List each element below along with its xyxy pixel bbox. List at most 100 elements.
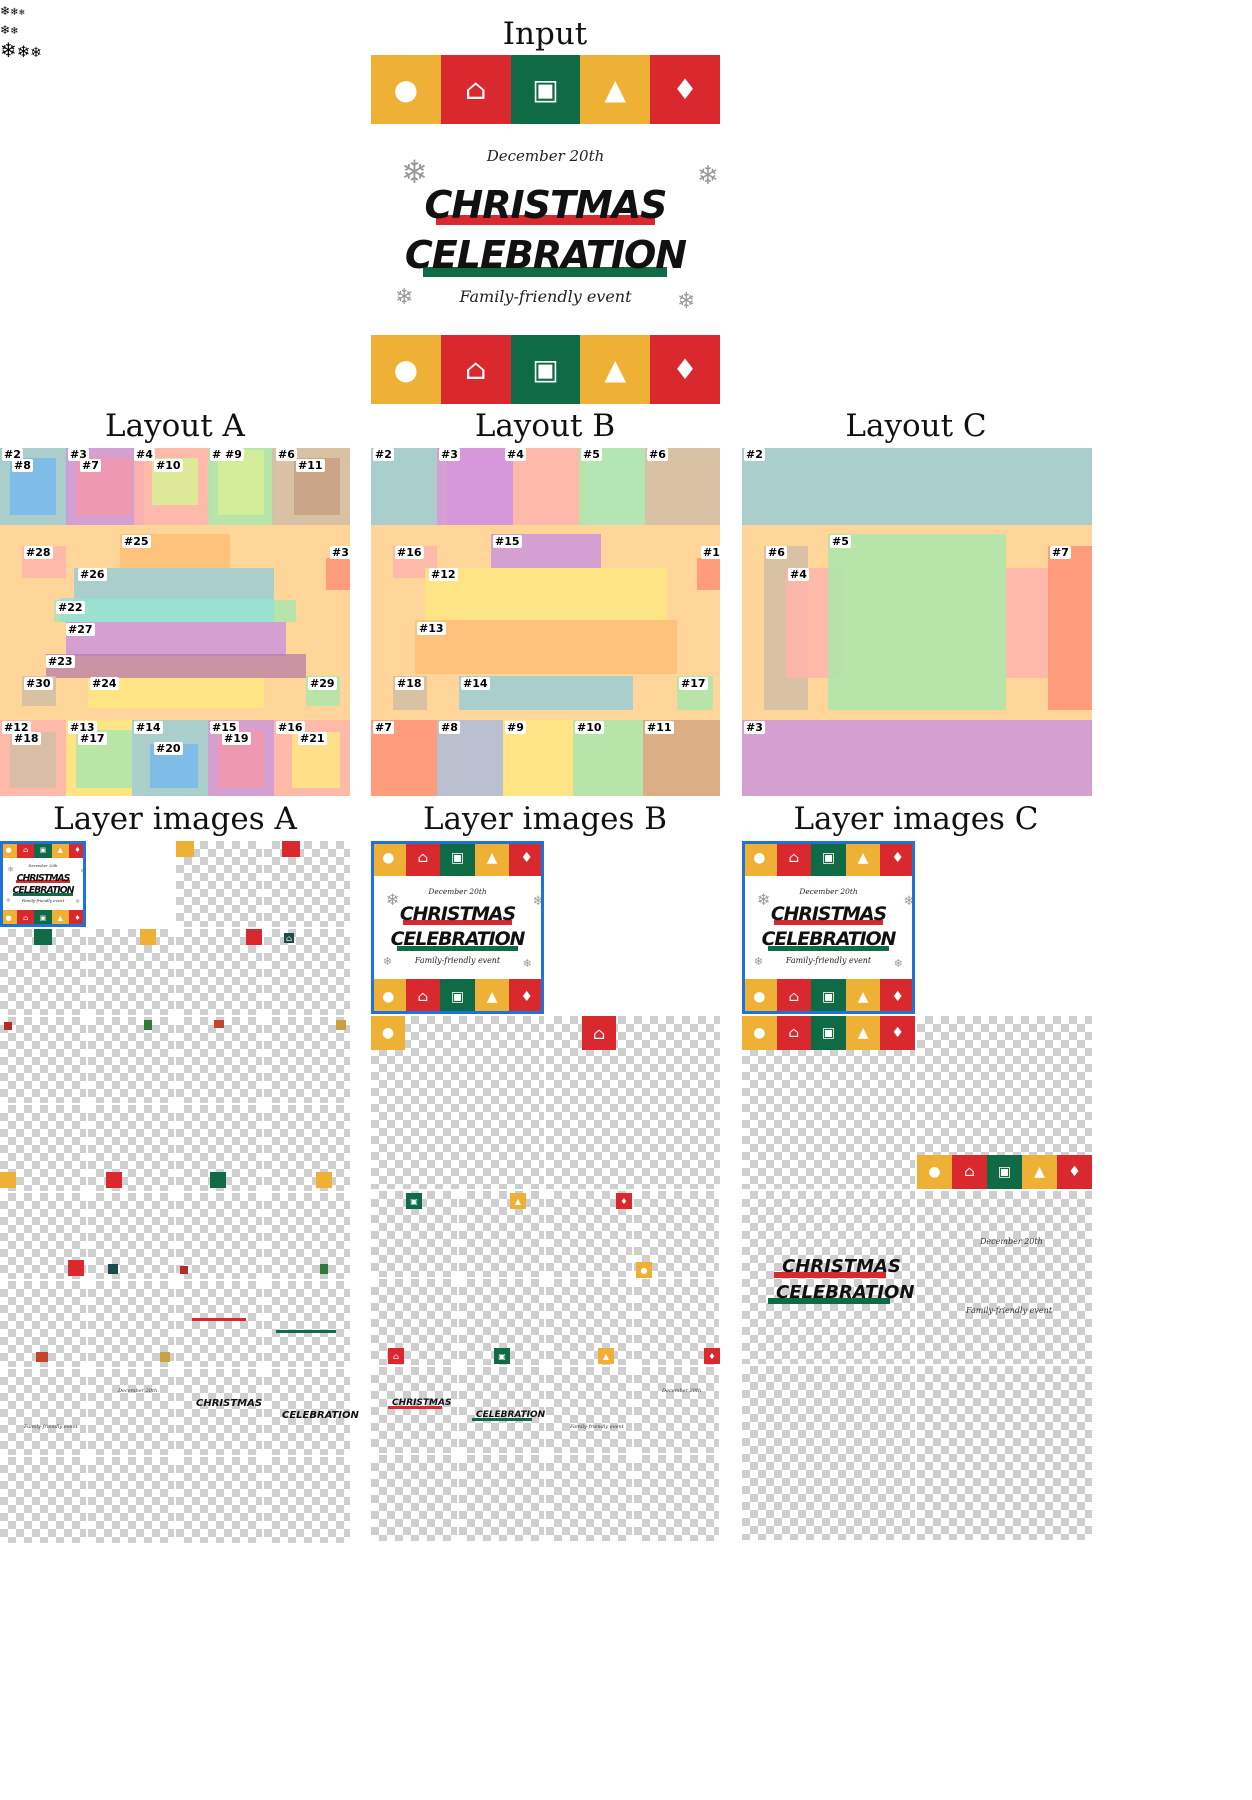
top-icon-strip: ● ⌂ ▣ ▲ ♦: [0, 841, 86, 859]
bell-icon: ♦: [891, 1025, 904, 1041]
icon-tile: ●: [742, 979, 777, 1014]
icon-tile: ●: [371, 55, 441, 124]
snowflake-icon: ❄: [697, 161, 719, 191]
layout-a-title: Layout A: [105, 408, 245, 444]
selection-outline: [0, 841, 86, 927]
snowflake-icon: ❄: [401, 153, 428, 191]
bell-icon: ♦: [891, 850, 904, 867]
ornament-icon: ●: [382, 850, 395, 867]
region-label: #21: [298, 732, 327, 745]
layer-cell: [0, 1369, 86, 1455]
icon-tile: ▲: [1022, 1155, 1057, 1189]
region-label: #30: [24, 677, 53, 690]
region-label: #14: [461, 677, 490, 690]
layer-cell: [546, 1016, 720, 1189]
bell-icon: ♦: [704, 1348, 720, 1364]
region-label: #15: [210, 721, 239, 734]
poster-thumbnail: ● ⌂ ▣ ▲ ♦ ● ⌂ ▣ ▲ ♦ December 20th CHRISTMAS CELEBRAT…: [0, 841, 86, 927]
bell-icon: [336, 1020, 346, 1030]
layout-region: [742, 720, 1092, 796]
icon-tile: ▣: [987, 1155, 1022, 1189]
layout-a-diagram: #2#8 #3#7 #4#10 # #9 #6#11 #28 #25 #31 #26 #22 #27…: [0, 448, 350, 796]
gift-icon: [214, 1020, 224, 1028]
layer-cell: [176, 1457, 262, 1543]
snowflake-icon: ❄: [385, 889, 400, 909]
subtitle-layer: Family-friendly event: [24, 1424, 78, 1430]
icon-tile: ▲: [474, 979, 510, 1014]
region-label: #11: [645, 721, 674, 734]
subtitle-layer: Family-friendly event: [570, 1424, 624, 1430]
date-layer: December 20th: [118, 1388, 158, 1394]
layer-images-c: ● ⌂ ▣ ▲ ♦ ● ⌂ ▣ ▲ ♦ December 20th CHRISTMAS CELEBRAT…: [0, 38, 1252, 1540]
ornament-icon: [180, 1266, 188, 1274]
layer-cell: [0, 1017, 86, 1103]
ornament-icon: ●: [381, 1025, 395, 1041]
red-underline: [774, 920, 883, 926]
celebration-layer: CELEBRATION: [776, 1282, 915, 1303]
region-label: #31: [330, 546, 350, 559]
icon-tile: ♦: [880, 841, 915, 876]
icon-tile: ⌂: [405, 979, 441, 1014]
region-label: #8: [439, 721, 460, 734]
snowflake-icon: ❄: [16, 42, 31, 61]
layer-fragment: [68, 1260, 84, 1276]
layer-cell: [88, 1457, 174, 1543]
region-label: #3: [744, 721, 765, 734]
house-icon: ⌂: [582, 1016, 616, 1050]
bell-icon: ♦: [616, 1193, 632, 1209]
icon-tile: ●: [917, 1155, 952, 1189]
house-icon: ⌂: [285, 933, 293, 943]
green-underline: [276, 1330, 336, 1333]
region-label: #9: [505, 721, 526, 734]
region-label: #14: [134, 721, 163, 734]
region-label: #20: [154, 742, 183, 755]
bell-icon: ♦: [520, 850, 533, 867]
snowflake-icon: ❄: [903, 893, 915, 909]
icon-tile: ●: [371, 979, 406, 1014]
region-label: #8: [12, 459, 33, 472]
region-label: #2: [373, 448, 394, 461]
icon-strip-layer: ● ⌂ ▣ ▲ ♦: [917, 1155, 1092, 1189]
region-label: #4: [134, 448, 155, 461]
gift-icon: ▣: [532, 353, 559, 386]
christmas-layer: CHRISTMAS: [196, 1398, 263, 1409]
headline-celebration: CELEBRATION: [390, 929, 526, 951]
green-underline: [767, 946, 889, 952]
icon-tile: ⌂: [440, 55, 511, 124]
icon-tile: ▣: [440, 979, 475, 1014]
poster-thumbnail: ● ⌂ ▣ ▲ ♦ ● ⌂ ▣ ▲ ♦ December 20th CHRISTMAS CELEBRAT…: [742, 841, 915, 1014]
layout-c-title: Layout C: [845, 408, 987, 444]
layout-b-title: Layout B: [474, 408, 616, 444]
bottom-icon-strip: ● ⌂ ▣ ▲ ♦: [371, 335, 720, 404]
region-label: #2: [744, 448, 765, 461]
house-icon: ⌂: [964, 1164, 975, 1180]
bell-icon: ♦: [1068, 1164, 1081, 1180]
icon-tile: ▲: [51, 841, 69, 859]
layer-cell: [88, 929, 174, 1015]
ornament-icon: ●: [753, 1025, 766, 1041]
headline-celebration: CELEBRATION: [404, 233, 687, 277]
tree-icon: ▲: [1034, 1164, 1045, 1180]
gift-icon: ▣: [821, 1025, 836, 1041]
green-underline: [12, 893, 73, 896]
layer-fragment: [246, 929, 262, 945]
bottom-icon-strip: ● ⌂ ▣ ▲ ♦: [371, 979, 544, 1014]
layout-region: [46, 654, 306, 678]
snowflake-icon: ❄: [522, 956, 532, 970]
layer-fragment: [106, 1172, 122, 1188]
layer-cell: [176, 1017, 262, 1103]
gift-icon: ▣: [821, 988, 836, 1005]
celebration-layer: CELEBRATION: [476, 1410, 546, 1420]
layer-cell: [88, 1017, 174, 1103]
tree-icon: ▲: [857, 850, 869, 867]
layer-cell: [264, 1105, 350, 1191]
region-label: #19: [701, 546, 720, 559]
ornament-icon: ●: [393, 353, 419, 386]
icon-tile: ▣: [510, 55, 581, 124]
layer-cell: [458, 1191, 544, 1277]
layers-c-title: Layer images C: [793, 801, 1039, 837]
icon-tile: ●: [742, 841, 777, 876]
icon-tile: ▲: [51, 909, 69, 927]
tree-icon: ▲: [602, 1351, 610, 1361]
region-label: #6: [766, 546, 787, 559]
